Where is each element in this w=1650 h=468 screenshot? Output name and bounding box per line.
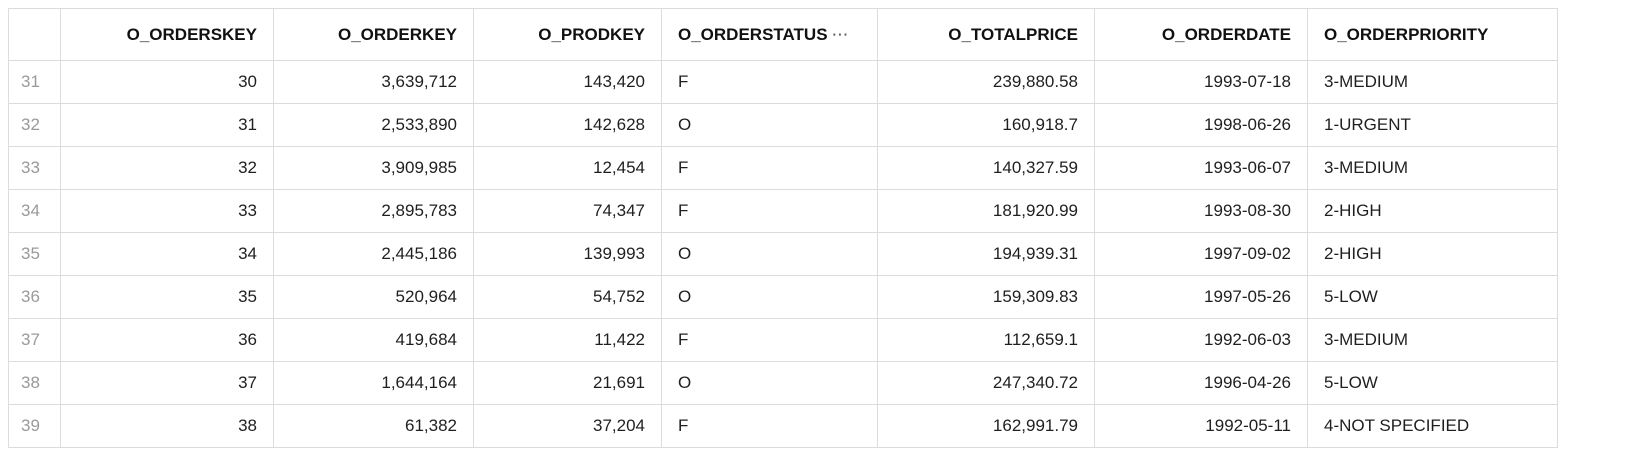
row-number: 38 [8, 361, 61, 405]
table-row: 32 31 2,533,890 142,628 O 160,918.7 1998… [8, 103, 1558, 147]
row-number: 31 [8, 60, 61, 104]
cell-o-prodkey[interactable]: 139,993 [473, 232, 662, 276]
row-number: 39 [8, 404, 61, 448]
header-row: O_ORDERSKEY O_ORDERKEY O_PRODKEY O_ORDER… [8, 8, 1558, 61]
cell-o-orderpriority[interactable]: 3-MEDIUM [1307, 60, 1558, 104]
cell-o-orderkey[interactable]: 3,639,712 [273, 60, 474, 104]
cell-o-orderstatus[interactable]: O [661, 232, 878, 276]
cell-o-orderpriority[interactable]: 5-LOW [1307, 275, 1558, 319]
cell-o-orderkey[interactable]: 2,445,186 [273, 232, 474, 276]
cell-o-prodkey[interactable]: 142,628 [473, 103, 662, 147]
cell-o-orderstatus[interactable]: F [661, 60, 878, 104]
cell-o-orderdate[interactable]: 1993-06-07 [1094, 146, 1308, 190]
cell-o-totalprice[interactable]: 162,991.79 [877, 404, 1095, 448]
cell-o-orderkey[interactable]: 520,964 [273, 275, 474, 319]
cell-o-orderkey[interactable]: 2,533,890 [273, 103, 474, 147]
cell-o-orderkey[interactable]: 3,909,985 [273, 146, 474, 190]
cell-o-orderpriority[interactable]: 3-MEDIUM [1307, 318, 1558, 362]
column-header-o-orderdate[interactable]: O_ORDERDATE [1094, 8, 1308, 61]
cell-o-orderdate[interactable]: 1997-09-02 [1094, 232, 1308, 276]
table-row: 38 37 1,644,164 21,691 O 247,340.72 1996… [8, 361, 1558, 405]
cell-o-orderpriority[interactable]: 1-URGENT [1307, 103, 1558, 147]
cell-o-orderskey[interactable]: 35 [60, 275, 274, 319]
cell-o-prodkey[interactable]: 21,691 [473, 361, 662, 405]
cell-o-orderpriority[interactable]: 3-MEDIUM [1307, 146, 1558, 190]
cell-o-totalprice[interactable]: 239,880.58 [877, 60, 1095, 104]
cell-o-totalprice[interactable]: 247,340.72 [877, 361, 1095, 405]
row-number: 36 [8, 275, 61, 319]
cell-o-orderdate[interactable]: 1993-08-30 [1094, 189, 1308, 233]
cell-o-orderkey[interactable]: 419,684 [273, 318, 474, 362]
column-header-o-orderstatus[interactable]: O_ORDERSTATUS ⋯ [661, 8, 878, 61]
table-row: 36 35 520,964 54,752 O 159,309.83 1997-0… [8, 275, 1558, 319]
cell-o-orderdate[interactable]: 1992-05-11 [1094, 404, 1308, 448]
table-row: 31 30 3,639,712 143,420 F 239,880.58 199… [8, 60, 1558, 104]
cell-o-orderskey[interactable]: 30 [60, 60, 274, 104]
cell-o-orderskey[interactable]: 38 [60, 404, 274, 448]
more-options-icon[interactable]: ⋯ [831, 24, 850, 44]
row-number: 35 [8, 232, 61, 276]
cell-o-totalprice[interactable]: 160,918.7 [877, 103, 1095, 147]
cell-o-orderstatus[interactable]: F [661, 318, 878, 362]
cell-o-prodkey[interactable]: 11,422 [473, 318, 662, 362]
cell-o-totalprice[interactable]: 194,939.31 [877, 232, 1095, 276]
row-number: 34 [8, 189, 61, 233]
cell-o-orderpriority[interactable]: 2-HIGH [1307, 189, 1558, 233]
data-grid: O_ORDERSKEY O_ORDERKEY O_PRODKEY O_ORDER… [8, 8, 1558, 448]
cell-o-orderkey[interactable]: 1,644,164 [273, 361, 474, 405]
cell-o-orderdate[interactable]: 1997-05-26 [1094, 275, 1308, 319]
cell-o-orderdate[interactable]: 1996-04-26 [1094, 361, 1308, 405]
column-header-o-orderkey[interactable]: O_ORDERKEY [273, 8, 474, 61]
column-header-o-totalprice[interactable]: O_TOTALPRICE [877, 8, 1095, 61]
cell-o-orderstatus[interactable]: O [661, 275, 878, 319]
row-number: 32 [8, 103, 61, 147]
cell-o-orderskey[interactable]: 36 [60, 318, 274, 362]
column-header-o-prodkey[interactable]: O_PRODKEY [473, 8, 662, 61]
cell-o-totalprice[interactable]: 112,659.1 [877, 318, 1095, 362]
column-header-o-orderskey[interactable]: O_ORDERSKEY [60, 8, 274, 61]
cell-o-orderstatus[interactable]: F [661, 404, 878, 448]
cell-o-orderdate[interactable]: 1993-07-18 [1094, 60, 1308, 104]
table-row: 33 32 3,909,985 12,454 F 140,327.59 1993… [8, 146, 1558, 190]
cell-o-orderskey[interactable]: 32 [60, 146, 274, 190]
cell-o-orderpriority[interactable]: 4-NOT SPECIFIED [1307, 404, 1558, 448]
cell-o-orderskey[interactable]: 33 [60, 189, 274, 233]
cell-o-totalprice[interactable]: 140,327.59 [877, 146, 1095, 190]
cell-o-totalprice[interactable]: 181,920.99 [877, 189, 1095, 233]
cell-o-orderdate[interactable]: 1998-06-26 [1094, 103, 1308, 147]
cell-o-orderpriority[interactable]: 2-HIGH [1307, 232, 1558, 276]
row-number-header [8, 8, 61, 61]
cell-o-orderstatus[interactable]: O [661, 103, 878, 147]
cell-o-totalprice[interactable]: 159,309.83 [877, 275, 1095, 319]
cell-o-orderpriority[interactable]: 5-LOW [1307, 361, 1558, 405]
table-row: 35 34 2,445,186 139,993 O 194,939.31 199… [8, 232, 1558, 276]
column-header-o-orderpriority[interactable]: O_ORDERPRIORITY [1307, 8, 1558, 61]
cell-o-orderkey[interactable]: 61,382 [273, 404, 474, 448]
cell-o-orderdate[interactable]: 1992-06-03 [1094, 318, 1308, 362]
row-number: 33 [8, 146, 61, 190]
cell-o-orderskey[interactable]: 34 [60, 232, 274, 276]
table-row: 37 36 419,684 11,422 F 112,659.1 1992-06… [8, 318, 1558, 362]
table-row: 34 33 2,895,783 74,347 F 181,920.99 1993… [8, 189, 1558, 233]
cell-o-prodkey[interactable]: 74,347 [473, 189, 662, 233]
table-row: 39 38 61,382 37,204 F 162,991.79 1992-05… [8, 404, 1558, 448]
cell-o-orderstatus[interactable]: F [661, 189, 878, 233]
cell-o-orderkey[interactable]: 2,895,783 [273, 189, 474, 233]
cell-o-orderskey[interactable]: 37 [60, 361, 274, 405]
row-number: 37 [8, 318, 61, 362]
cell-o-orderstatus[interactable]: O [661, 361, 878, 405]
cell-o-orderskey[interactable]: 31 [60, 103, 274, 147]
cell-o-prodkey[interactable]: 143,420 [473, 60, 662, 104]
cell-o-orderstatus[interactable]: F [661, 146, 878, 190]
cell-o-prodkey[interactable]: 54,752 [473, 275, 662, 319]
cell-o-prodkey[interactable]: 37,204 [473, 404, 662, 448]
cell-o-prodkey[interactable]: 12,454 [473, 146, 662, 190]
column-header-label: O_ORDERSTATUS [678, 24, 828, 44]
